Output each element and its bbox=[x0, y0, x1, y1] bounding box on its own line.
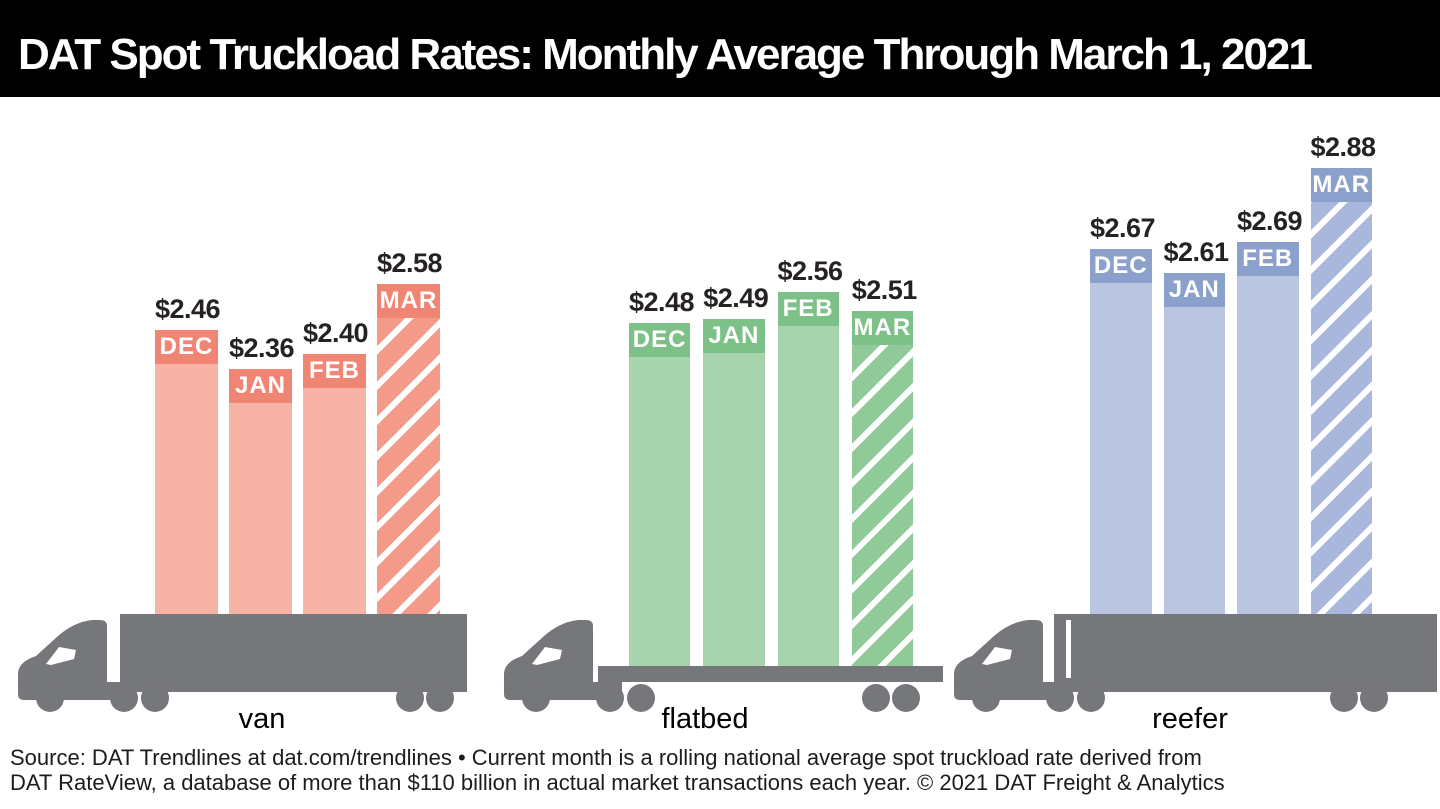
bar-group-van: $2.46 DEC $2.36 JAN $2.40 FEB $2.58 MAR bbox=[155, 0, 443, 617]
value-label-reefer-dec: $2.67 bbox=[1090, 213, 1156, 243]
month-band-van-jan: JAN bbox=[229, 369, 292, 403]
windshield-cutout bbox=[46, 647, 76, 665]
month-band-flatbed-dec: DEC bbox=[629, 323, 691, 357]
bar-van-feb: FEB bbox=[303, 354, 366, 617]
bar-slot-van-jan: $2.36 JAN bbox=[229, 333, 295, 617]
month-band-reefer-jan: JAN bbox=[1163, 273, 1225, 307]
month-band-van-mar: MAR bbox=[377, 284, 440, 318]
bar-slot-flatbed-feb: $2.56 FEB bbox=[777, 256, 844, 670]
bar-slot-reefer-dec: $2.67 DEC bbox=[1090, 213, 1156, 617]
bar-slot-flatbed-mar: $2.51 MAR bbox=[851, 275, 918, 670]
bar-flatbed-mar: MAR bbox=[851, 311, 913, 670]
value-label-flatbed-dec: $2.48 bbox=[629, 287, 695, 317]
month-band-reefer-feb: FEB bbox=[1237, 242, 1299, 276]
source-note: Source: DAT Trendlines at dat.com/trendl… bbox=[10, 745, 1225, 795]
reefer-unit-slit bbox=[1066, 620, 1071, 678]
month-band-reefer-dec: DEC bbox=[1090, 249, 1152, 283]
value-label-van-mar: $2.58 bbox=[377, 248, 443, 278]
bar-slot-reefer-jan: $2.61 JAN bbox=[1163, 237, 1230, 617]
bar-slot-flatbed-jan: $2.49 JAN bbox=[703, 283, 769, 670]
windshield-cutout bbox=[982, 647, 1012, 665]
page-title: DAT Spot Truckload Rates: Monthly Averag… bbox=[18, 29, 1313, 79]
bar-reefer-mar: MAR bbox=[1310, 168, 1372, 617]
bar-reefer-jan: JAN bbox=[1163, 273, 1225, 617]
bar-van-dec: DEC bbox=[155, 330, 218, 617]
value-label-van-dec: $2.46 bbox=[155, 294, 221, 324]
bar-flatbed-feb: FEB bbox=[777, 292, 839, 670]
truck-icon-reefer bbox=[954, 614, 1437, 712]
bar-slot-reefer-mar: $2.88 MAR bbox=[1310, 132, 1377, 617]
bar-slot-van-dec: $2.46 DEC bbox=[155, 294, 221, 617]
value-label-reefer-feb: $2.69 bbox=[1237, 206, 1303, 236]
source-note-line2: DAT RateView, a database of more than $1… bbox=[10, 770, 1225, 795]
month-band-reefer-mar: MAR bbox=[1310, 168, 1372, 202]
source-note-line1: Source: DAT Trendlines at dat.com/trendl… bbox=[10, 745, 1202, 770]
bar-van-mar: MAR bbox=[377, 284, 440, 617]
month-band-flatbed-mar: MAR bbox=[851, 311, 913, 345]
month-band-flatbed-jan: JAN bbox=[703, 319, 765, 353]
bar-van-jan: JAN bbox=[229, 369, 292, 617]
truck-icon-van bbox=[18, 614, 467, 712]
bar-group-reefer: $2.67 DEC $2.61 JAN $2.69 FEB $2.88 MAR bbox=[1090, 0, 1377, 617]
bar-slot-van-feb: $2.40 FEB bbox=[303, 318, 369, 617]
value-label-flatbed-jan: $2.49 bbox=[703, 283, 769, 313]
month-band-van-dec: DEC bbox=[155, 330, 218, 364]
bar-slot-flatbed-dec: $2.48 DEC bbox=[629, 287, 695, 670]
bar-reefer-dec: DEC bbox=[1090, 249, 1152, 617]
title-banner: DAT Spot Truckload Rates: Monthly Averag… bbox=[0, 0, 1440, 97]
value-label-van-jan: $2.36 bbox=[229, 333, 295, 363]
month-band-flatbed-feb: FEB bbox=[777, 292, 839, 326]
bar-slot-reefer-feb: $2.69 FEB bbox=[1237, 206, 1303, 617]
value-label-reefer-jan: $2.61 bbox=[1163, 237, 1230, 267]
month-band-van-feb: FEB bbox=[303, 354, 366, 388]
bar-reefer-feb: FEB bbox=[1237, 242, 1299, 617]
value-label-flatbed-mar: $2.51 bbox=[851, 275, 918, 305]
group-label-reefer: reefer bbox=[1152, 703, 1228, 735]
group-label-flatbed: flatbed bbox=[661, 703, 749, 735]
bar-flatbed-dec: DEC bbox=[629, 323, 691, 670]
bar-group-flatbed: $2.48 DEC $2.49 JAN $2.56 FEB $2.51 MAR bbox=[629, 0, 918, 670]
value-label-flatbed-feb: $2.56 bbox=[777, 256, 844, 286]
group-label-van: van bbox=[238, 703, 286, 735]
bar-flatbed-jan: JAN bbox=[703, 319, 765, 670]
bar-slot-van-mar: $2.58 MAR bbox=[377, 248, 443, 617]
value-label-reefer-mar: $2.88 bbox=[1310, 132, 1377, 162]
truck-icon-flatbed bbox=[504, 620, 943, 712]
value-label-van-feb: $2.40 bbox=[303, 318, 369, 348]
windshield-cutout bbox=[532, 647, 562, 665]
